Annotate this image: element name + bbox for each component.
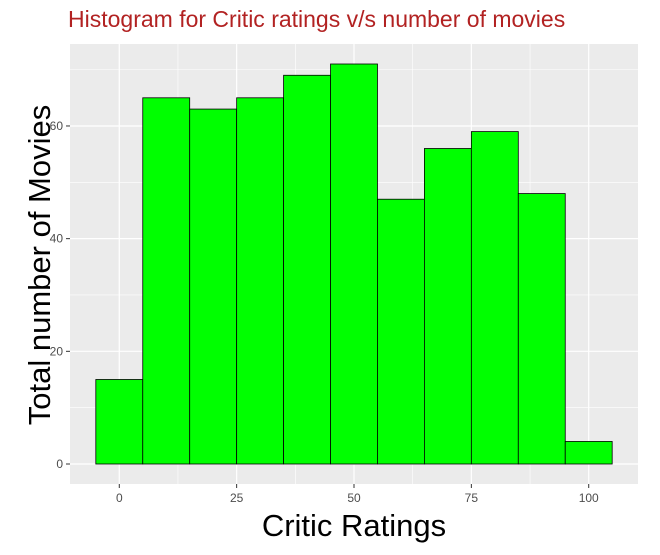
y-tick-label: 40 — [50, 232, 64, 246]
histogram-bar — [517, 193, 566, 465]
chart-title: Histogram for Critic ratings v/s number … — [68, 6, 566, 32]
x-axis-ticks: 0 25 50 75 100 — [116, 484, 599, 505]
histogram-bar — [330, 63, 378, 465]
histogram-bar — [377, 198, 425, 465]
histogram-bar — [142, 97, 191, 465]
y-tick-label: 0 — [56, 457, 63, 471]
histogram-bar — [189, 108, 238, 465]
histogram-bars — [95, 63, 613, 465]
x-tick-label: 100 — [579, 491, 599, 505]
y-axis-title: Total number of Movies — [22, 104, 57, 426]
y-tick-label: 20 — [50, 344, 64, 358]
histogram-bar — [236, 97, 284, 465]
y-tick-label: 60 — [50, 119, 64, 133]
x-tick-label: 50 — [347, 491, 361, 505]
histogram-bar — [283, 74, 331, 465]
histogram-bar — [564, 441, 613, 465]
histogram-bar — [470, 131, 519, 465]
x-tick-label: 0 — [116, 491, 123, 505]
x-tick-label: 25 — [230, 491, 244, 505]
x-tick-label: 75 — [465, 491, 479, 505]
x-axis-title: Critic Ratings — [261, 508, 447, 543]
y-axis-ticks: 0 20 40 60 — [50, 119, 70, 471]
histogram-bar — [424, 148, 472, 465]
histogram-bar — [95, 379, 144, 465]
